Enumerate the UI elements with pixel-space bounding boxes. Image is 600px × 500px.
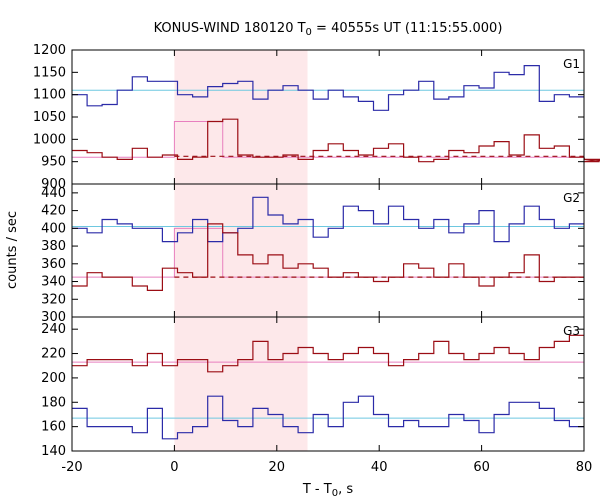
y-tick-label: 420 xyxy=(41,204,66,219)
y-tick-label: 360 xyxy=(41,257,66,272)
x-axis-label: T - T0, s xyxy=(302,482,353,499)
y-tick-label: 1050 xyxy=(33,110,66,125)
x-tick-label: 0 xyxy=(170,460,178,475)
y-tick-label: 220 xyxy=(41,347,66,362)
y-tick-label: 160 xyxy=(41,420,66,435)
y-tick-label: 320 xyxy=(41,292,66,307)
y-tick-label: 240 xyxy=(41,322,66,337)
x-tick-label: 40 xyxy=(371,460,388,475)
y-tick-label: 440 xyxy=(41,186,66,201)
x-tick-label: -20 xyxy=(61,460,82,475)
panel-label: G3 xyxy=(563,324,580,338)
pink-fit-line xyxy=(72,120,584,158)
panel-label: G2 xyxy=(563,191,580,205)
red-step-series xyxy=(72,118,600,163)
y-tick-label: 1100 xyxy=(33,88,66,103)
y-tick-label: 1150 xyxy=(33,65,66,80)
y-tick-label: 900 xyxy=(41,177,66,192)
y-tick-label: 1000 xyxy=(33,132,66,147)
panel-frame xyxy=(71,49,585,185)
blue-step-series xyxy=(72,395,584,440)
x-tick-label: 80 xyxy=(576,460,593,475)
highlight-interval-band xyxy=(174,50,308,451)
panel-frame xyxy=(71,183,585,318)
y-tick-label: 400 xyxy=(41,221,66,236)
blue-step-series xyxy=(72,65,584,111)
x-tick-label: 20 xyxy=(269,460,286,475)
y-tick-label: 380 xyxy=(41,239,66,254)
y-tick-label: 200 xyxy=(41,371,66,386)
chart-title: KONUS-WIND 180120 T0 = 40555s UT (11:15:… xyxy=(154,21,503,38)
blue-step-series xyxy=(72,196,584,243)
y-tick-label: 180 xyxy=(41,395,66,410)
y-tick-label: 1200 xyxy=(33,43,66,58)
y-tick-label: 140 xyxy=(41,444,66,459)
panel-g2: 300 320 340 360 380 400 420 440 G2 xyxy=(41,183,585,325)
panel-g1: 900 950 1000 1050 1100 1150 1200 G1 xyxy=(33,43,600,192)
y-axis-label: counts / sec xyxy=(5,211,20,289)
panel-frame xyxy=(71,316,585,452)
red-step-series xyxy=(72,334,584,373)
x-tick-label: 60 xyxy=(473,460,490,475)
red-step-series xyxy=(72,223,584,291)
panel-g3: 140 160 180 200 220 240 G3 xyxy=(41,316,585,459)
y-tick-label: 300 xyxy=(41,310,66,325)
y-tick-label: 950 xyxy=(41,155,66,170)
y-tick-label: 340 xyxy=(41,275,66,290)
panel-label: G1 xyxy=(563,57,580,71)
